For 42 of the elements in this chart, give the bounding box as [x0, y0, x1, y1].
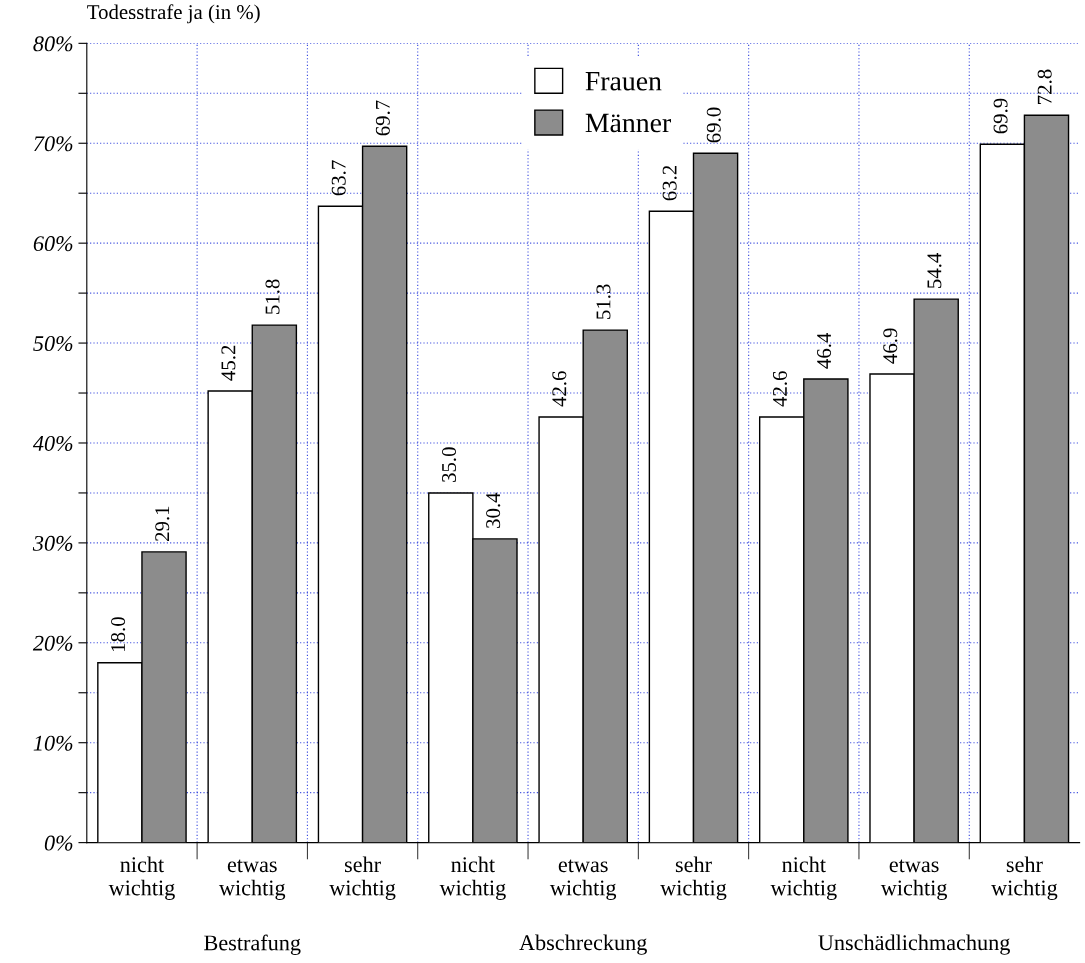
x-tick-label: nicht wichtig	[439, 856, 506, 900]
data-label: 35.0	[441, 447, 457, 482]
y-tick-label: 30%	[32, 535, 73, 551]
y-tick-label: 70%	[34, 136, 73, 152]
text: Bestrafung	[204, 934, 301, 955]
data-label: 51.3	[596, 284, 611, 319]
x-tick-label: nicht wichtig	[108, 856, 175, 900]
legend-label: Männer	[585, 113, 671, 133]
data-label: 69.7	[375, 100, 390, 136]
x-tick-label: sehr wichtig	[991, 856, 1058, 900]
y-tick-label: 60%	[33, 236, 73, 252]
y-tick-label: 80%	[33, 36, 73, 52]
y-axis-title: Todesstrafe ja (in %)	[87, 4, 260, 24]
y-tick-label: 50%	[33, 336, 73, 352]
data-label: 72.8	[1037, 69, 1052, 104]
data-label: 46.4	[817, 332, 832, 369]
data-label: 46.9	[883, 328, 898, 364]
data-label: 63.2	[662, 165, 677, 201]
data-label: 42.6	[552, 371, 567, 407]
x-tick-label: nicht wichtig	[770, 856, 837, 900]
y-tick-label: 10%	[33, 735, 73, 751]
legend-label: Frauen	[585, 72, 662, 91]
x-tick-label: etwas wichtig	[218, 859, 286, 900]
data-label: 51.8	[265, 279, 280, 314]
y-tick-label: 40%	[32, 435, 73, 451]
x-tick-label: etwas wichtig	[549, 859, 617, 900]
x-tick-label: sehr wichtig	[660, 856, 727, 900]
data-label: 54.4	[927, 252, 942, 288]
y-tick-label: 0%	[44, 835, 73, 851]
data-label: 29.1	[155, 506, 170, 541]
x-tick-label: etwas wichtig	[880, 859, 948, 900]
data-label: 42.6	[772, 371, 788, 407]
data-label: 18.0	[111, 617, 126, 651]
y-tick-label: 20%	[32, 635, 73, 651]
data-label: 30.4	[486, 492, 501, 528]
text: Unschädlichmachung	[818, 934, 1010, 955]
data-label: 63.7	[331, 160, 346, 196]
text: Abschreckung	[519, 934, 647, 955]
x-tick-label: sehr wichtig	[329, 856, 396, 900]
data-label: 45.2	[221, 345, 236, 381]
data-label: 69.9	[993, 98, 1008, 134]
data-label: 69.0	[706, 107, 721, 143]
